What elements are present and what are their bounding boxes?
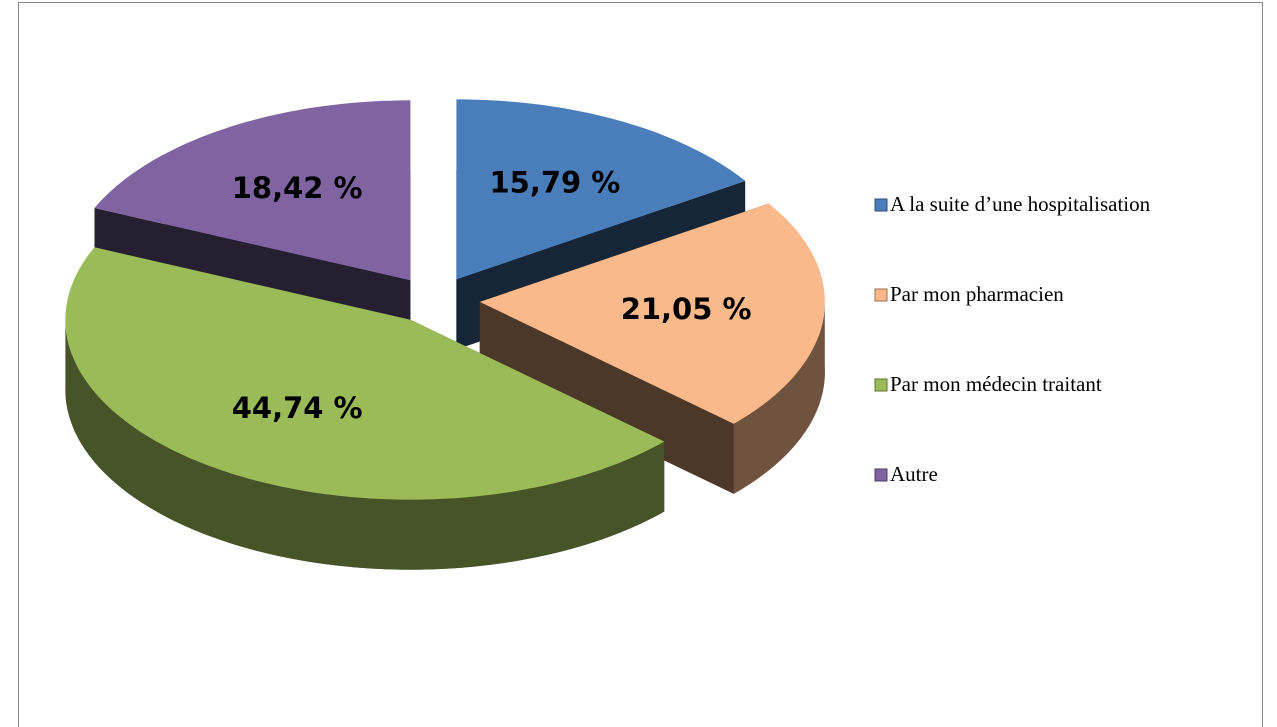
slice-side <box>65 319 665 570</box>
data-label: 21,05 % <box>621 292 752 326</box>
slice-cut-face <box>479 301 734 494</box>
slice-side <box>733 301 825 494</box>
legend-swatch <box>874 378 888 392</box>
legend-swatch <box>874 288 888 302</box>
legend-label: Autre <box>890 462 938 486</box>
slice-top <box>94 100 411 281</box>
slice-top <box>456 99 746 280</box>
legend-label: A la suite d’une hospitalisation <box>890 192 1151 216</box>
slice <box>479 203 825 494</box>
slice-top <box>65 247 665 500</box>
data-label: 44,74 % <box>232 391 363 425</box>
slice <box>65 247 665 570</box>
slice-top <box>479 203 825 424</box>
data-label: 15,79 % <box>489 165 620 199</box>
legend-label: Par mon pharmacien <box>890 282 1064 306</box>
legend-swatch <box>874 468 888 482</box>
legend-label: Par mon médecin traitant <box>890 372 1102 396</box>
legend-swatch <box>874 198 888 212</box>
data-label: 18,42 % <box>232 171 363 205</box>
